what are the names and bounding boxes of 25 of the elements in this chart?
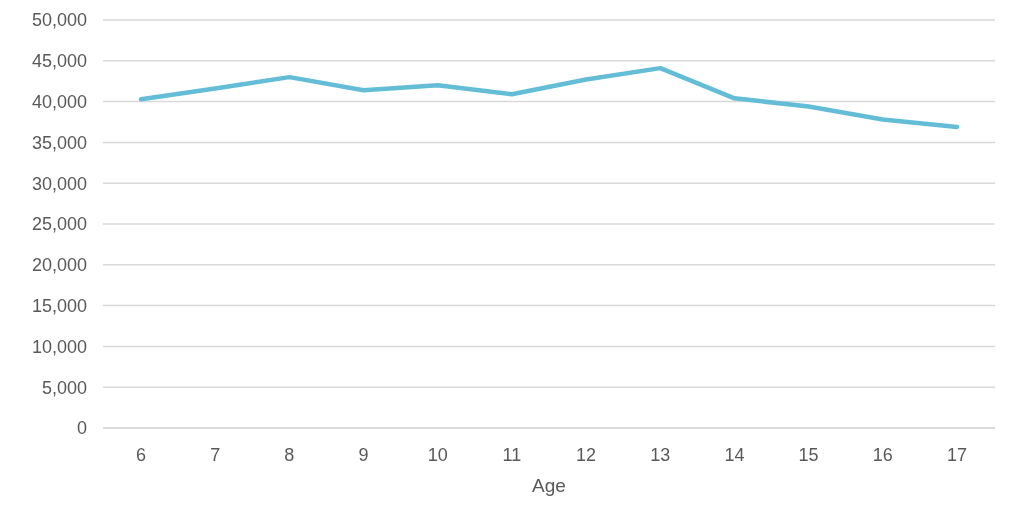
x-tick-label: 15 — [798, 444, 819, 465]
y-tick-label: 40,000 — [31, 91, 87, 112]
x-tick-label: 9 — [358, 444, 369, 465]
x-tick-label: 6 — [135, 444, 147, 465]
y-tick-label: 35,000 — [31, 132, 87, 153]
y-tick-label: 45,000 — [31, 51, 87, 72]
y-tick-label: 20,000 — [31, 255, 87, 276]
y-tick-label: 0 — [76, 418, 87, 439]
line-series — [138, 65, 960, 130]
y-tick-label: 10,000 — [31, 336, 87, 357]
x-tick-label: 14 — [724, 444, 745, 465]
y-tick-label: 5,000 — [41, 377, 87, 398]
x-tick-label: 17 — [946, 444, 968, 465]
y-tick-label: 15,000 — [31, 295, 87, 316]
x-tick-label: 12 — [576, 444, 597, 465]
y-tick-label: 50,000 — [31, 10, 87, 31]
x-tick-label: 16 — [872, 444, 893, 465]
x-tick-label: 13 — [650, 444, 671, 465]
x-tick-label: 10 — [427, 444, 448, 465]
y-tick-label: 30,000 — [31, 173, 87, 194]
y-tick-label: 25,000 — [31, 214, 87, 235]
x-axis-title: Age — [532, 475, 566, 496]
x-tick-label: 11 — [502, 444, 522, 465]
x-tick-label: 8 — [284, 444, 295, 465]
x-tick-label: 7 — [210, 444, 221, 465]
